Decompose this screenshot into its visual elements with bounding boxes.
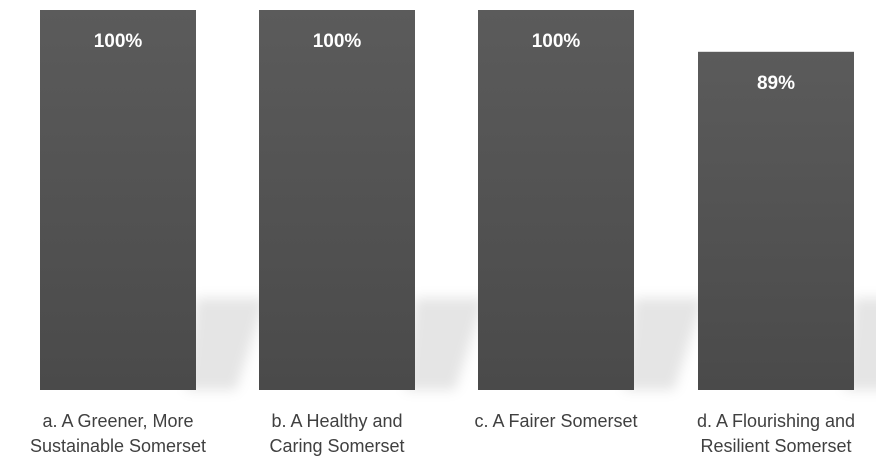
bar xyxy=(698,51,854,391)
bars-group xyxy=(40,10,854,391)
category-label-line: Caring Somerset xyxy=(269,436,404,456)
bar-shadow xyxy=(405,298,485,390)
category-label-line: Resilient Somerset xyxy=(700,436,851,456)
bar xyxy=(478,10,634,390)
category-label-line: d. A Flourishing and xyxy=(697,411,855,431)
category-label: d. A Flourishing and Resilient Somerset xyxy=(697,411,855,456)
category-label: b. A Healthy and Caring Somerset xyxy=(269,411,404,456)
category-label: c. A Fairer Somerset xyxy=(474,411,637,431)
data-label: 100% xyxy=(313,31,362,52)
category-labels-group: a. A Greener, More Sustainable Somerset b.… xyxy=(30,411,855,456)
category-label: a. A Greener, More Sustainable Somerset xyxy=(30,411,206,456)
category-label-line: Sustainable Somerset xyxy=(30,436,206,456)
bar xyxy=(259,10,415,390)
category-label-line: c. A Fairer Somerset xyxy=(474,411,637,431)
data-labels-group: 100% 100% 100% 89% xyxy=(94,31,795,94)
data-label: 89% xyxy=(757,73,795,94)
category-label-line: b. A Healthy and xyxy=(271,411,402,431)
bar-shadow xyxy=(624,298,704,390)
data-label: 100% xyxy=(532,31,581,52)
category-label-line: a. A Greener, More xyxy=(42,411,193,431)
bar xyxy=(40,10,196,390)
data-label: 100% xyxy=(94,31,143,52)
bar-shadow xyxy=(186,298,266,390)
